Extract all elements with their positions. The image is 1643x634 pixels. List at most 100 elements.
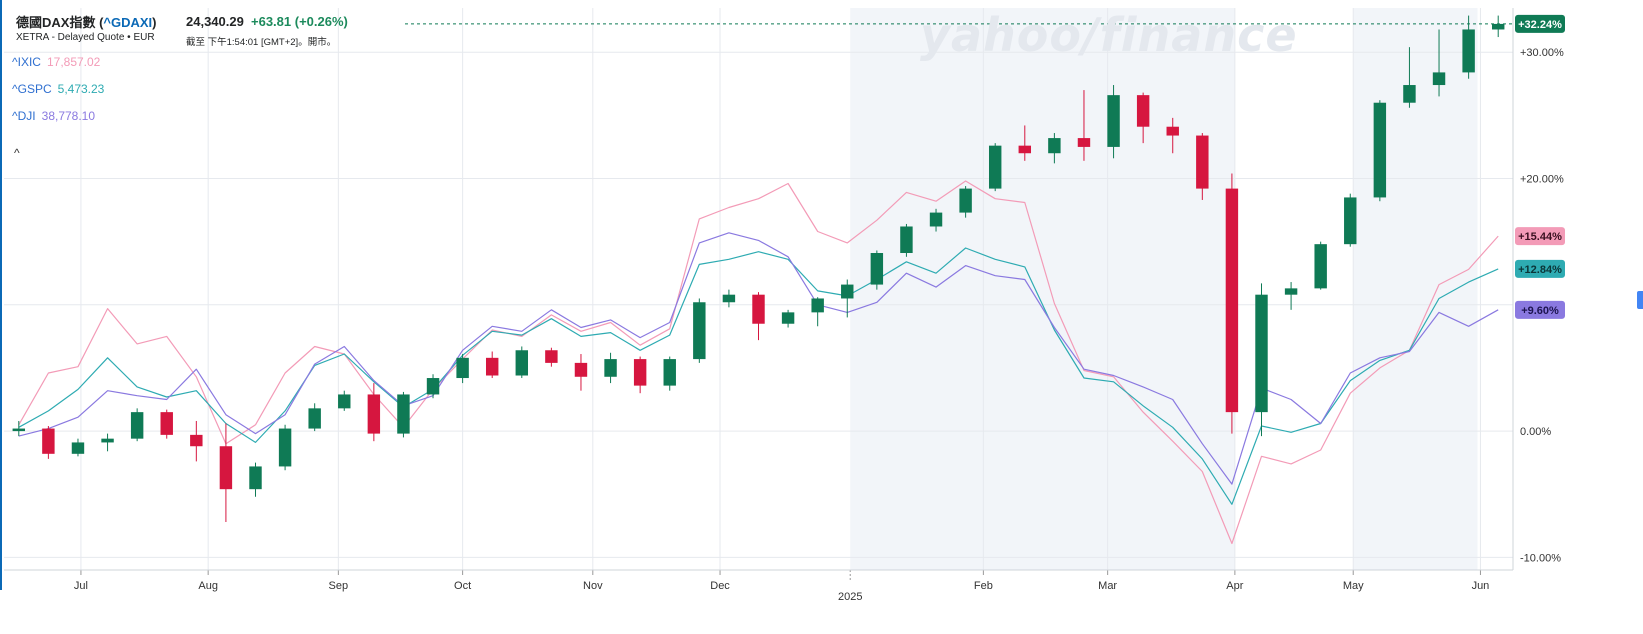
candle-body — [160, 412, 173, 435]
candle-body — [1462, 29, 1475, 73]
legend-item-dji[interactable]: ^DJI 38,778.10 — [12, 109, 95, 123]
candle-body — [1018, 145, 1032, 154]
x-tick-label: Apr — [1226, 580, 1243, 592]
index-name: 德國DAX指數 — [16, 15, 96, 30]
candle-body — [900, 226, 913, 254]
x-tick-label: Feb — [974, 580, 993, 592]
candle-body — [1136, 95, 1150, 127]
candle-body — [1225, 188, 1239, 413]
candle-body — [1166, 126, 1179, 136]
candle-body — [870, 253, 884, 285]
candle-body — [722, 294, 736, 303]
badge-label-gspc: +12.84% — [1518, 264, 1562, 276]
symbol-paren-close: ) — [152, 15, 157, 30]
badge-label-dax: +32.24% — [1518, 19, 1562, 31]
legend-symbol-dji[interactable]: ^DJI — [12, 109, 36, 123]
change-value: +63.81 — [251, 14, 292, 29]
candle-body — [604, 359, 617, 377]
candle-body — [1284, 288, 1298, 295]
candle-body — [515, 350, 529, 376]
candle-body — [959, 188, 972, 213]
x-tick-label: Mar — [1098, 580, 1117, 592]
candle-body — [130, 412, 144, 439]
candle-body — [12, 428, 26, 432]
x-tick-label: Nov — [583, 580, 603, 592]
quote-time: 截至 下午1:54:01 [GMT+2]。開市。 — [186, 37, 337, 48]
y-tick-label: +30.00% — [1520, 47, 1564, 59]
candle-body — [1255, 294, 1268, 413]
series-line-ixic — [18, 180, 1499, 545]
candle-body — [1107, 95, 1120, 147]
watermark-logo: yahoo/finance — [920, 8, 1298, 62]
x-tick-label: Jul — [74, 580, 88, 592]
right-edge-tab[interactable] — [1637, 291, 1643, 309]
candle-body — [338, 394, 351, 409]
legend-value-dji: 38,778.10 — [41, 109, 96, 123]
candle-body — [663, 359, 676, 386]
candle-body — [1403, 85, 1416, 103]
x-tick-label: Sep — [329, 580, 349, 592]
candle-body — [71, 442, 85, 454]
badge-label-dji: +9.60% — [1521, 305, 1559, 317]
legend-item-ixic[interactable]: ^IXIC 17,857.02 — [12, 55, 100, 69]
candle-body — [633, 359, 647, 386]
candle-body — [1196, 135, 1209, 189]
series-line-dji — [18, 232, 1499, 485]
candle-body — [781, 312, 795, 324]
collapse-legend-icon[interactable]: ^ — [14, 146, 20, 160]
candle-body — [219, 446, 233, 490]
year-label: 2025 — [838, 591, 862, 603]
candle-body — [397, 394, 410, 434]
candle-body — [42, 428, 55, 454]
candle-body — [693, 302, 706, 360]
legend-symbol-ixic[interactable]: ^IXIC — [12, 55, 41, 69]
candle-body — [1314, 244, 1327, 289]
x-tick-label: Dec — [710, 580, 730, 592]
y-tick-label: 0.00% — [1520, 426, 1551, 438]
candle-body — [1373, 102, 1387, 198]
candle-body — [1048, 138, 1061, 154]
candle-body — [278, 428, 292, 467]
candle-body — [841, 284, 854, 299]
y-tick-label: -10.00% — [1520, 552, 1561, 564]
candle-body — [485, 357, 499, 376]
candle-body — [101, 438, 114, 443]
candle-body — [190, 434, 203, 447]
y-tick-label: +20.00% — [1520, 173, 1564, 185]
shaded-period — [850, 8, 1235, 570]
badge-label-ixic: +15.44% — [1518, 231, 1562, 243]
candle-body — [988, 145, 1002, 189]
legend-item-gspc[interactable]: ^GSPC 5,473.23 — [12, 82, 104, 96]
badge-gspc — [1515, 259, 1565, 278]
x-tick-label: Aug — [198, 580, 218, 592]
candle-body — [1344, 197, 1357, 245]
price-change: +63.81 (+0.26%) — [251, 14, 348, 29]
change-percent: (+0.26%) — [294, 14, 348, 29]
candle-body — [752, 294, 765, 324]
candle-body — [574, 362, 588, 377]
candle-body — [456, 357, 469, 379]
legend-value-gspc: 5,473.23 — [57, 82, 105, 96]
candle-body — [426, 378, 440, 395]
x-tick-label: Oct — [454, 580, 471, 592]
chart-left-border — [0, 0, 2, 590]
badge-dji — [1515, 300, 1565, 319]
symbol-paren-open: ( — [95, 15, 104, 30]
index-symbol-link[interactable]: ^GDAXI — [103, 15, 153, 30]
last-price: 24,340.29 — [186, 14, 244, 29]
x-tick-label: Jun — [1472, 580, 1490, 592]
badge-ixic — [1515, 227, 1565, 246]
quote-title: 德國DAX指數 (^GDAXI) — [16, 12, 157, 31]
candle-body — [249, 466, 262, 490]
candle-body — [811, 298, 824, 313]
candle-body — [929, 212, 943, 227]
quote-source: XETRA - Delayed Quote • EUR — [16, 32, 155, 43]
badge-dax — [1515, 14, 1565, 33]
candle-body — [367, 394, 381, 434]
candle-body — [545, 350, 558, 363]
legend-symbol-gspc[interactable]: ^GSPC — [12, 82, 52, 96]
candle-body — [1491, 23, 1505, 30]
candle-body — [1432, 72, 1446, 86]
